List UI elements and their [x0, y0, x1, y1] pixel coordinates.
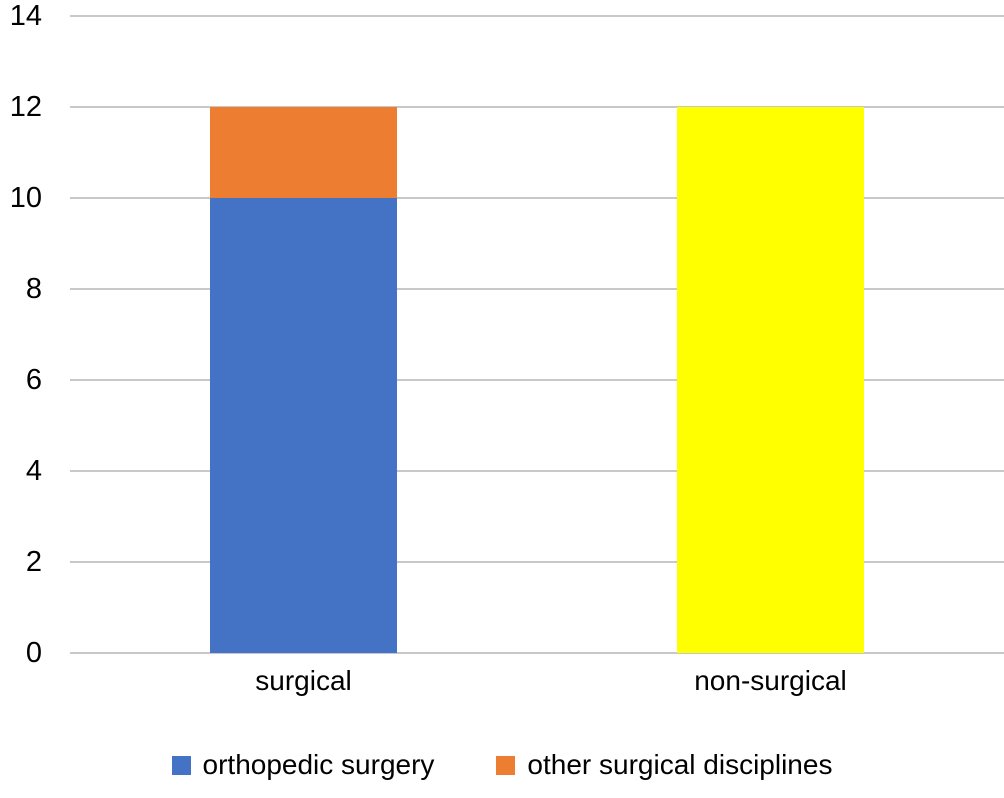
gridline — [70, 15, 1004, 17]
bar-segment-other-surgical-disciplines-surgical — [210, 107, 397, 198]
y-tick-label: 0 — [25, 637, 42, 669]
gridline — [70, 652, 1004, 654]
legend-swatch-icon — [496, 755, 516, 775]
gridline — [70, 561, 1004, 563]
gridline — [70, 197, 1004, 199]
legend-item-other-surgical-disciplines: other surgical disciplines — [496, 748, 832, 782]
y-tick-label: 4 — [25, 455, 42, 487]
y-tick-label: 12 — [9, 91, 42, 123]
legend-label: orthopedic surgery — [202, 749, 435, 780]
y-tick-label: 8 — [25, 273, 42, 305]
legend-swatch-icon — [171, 755, 191, 775]
bar-segment-orthopedic-surgery-surgical — [210, 198, 397, 653]
chart-legend: orthopedic surgery other surgical discipl… — [0, 748, 1004, 782]
gridline — [70, 106, 1004, 108]
x-category-label: non-surgical — [694, 665, 847, 696]
legend-item-orthopedic-surgery: orthopedic surgery — [171, 748, 435, 782]
x-category-label: surgical — [255, 665, 352, 696]
gridline — [70, 288, 1004, 290]
legend-label: other surgical disciplines — [527, 749, 833, 780]
y-tick-label: 10 — [9, 182, 42, 214]
y-tick-label: 14 — [9, 0, 42, 32]
gridline — [70, 470, 1004, 472]
y-tick-label: 6 — [25, 364, 42, 396]
gridline — [70, 379, 1004, 381]
bar-segment-non-surgical-non-surgical — [677, 107, 864, 653]
y-tick-label: 2 — [25, 546, 42, 578]
